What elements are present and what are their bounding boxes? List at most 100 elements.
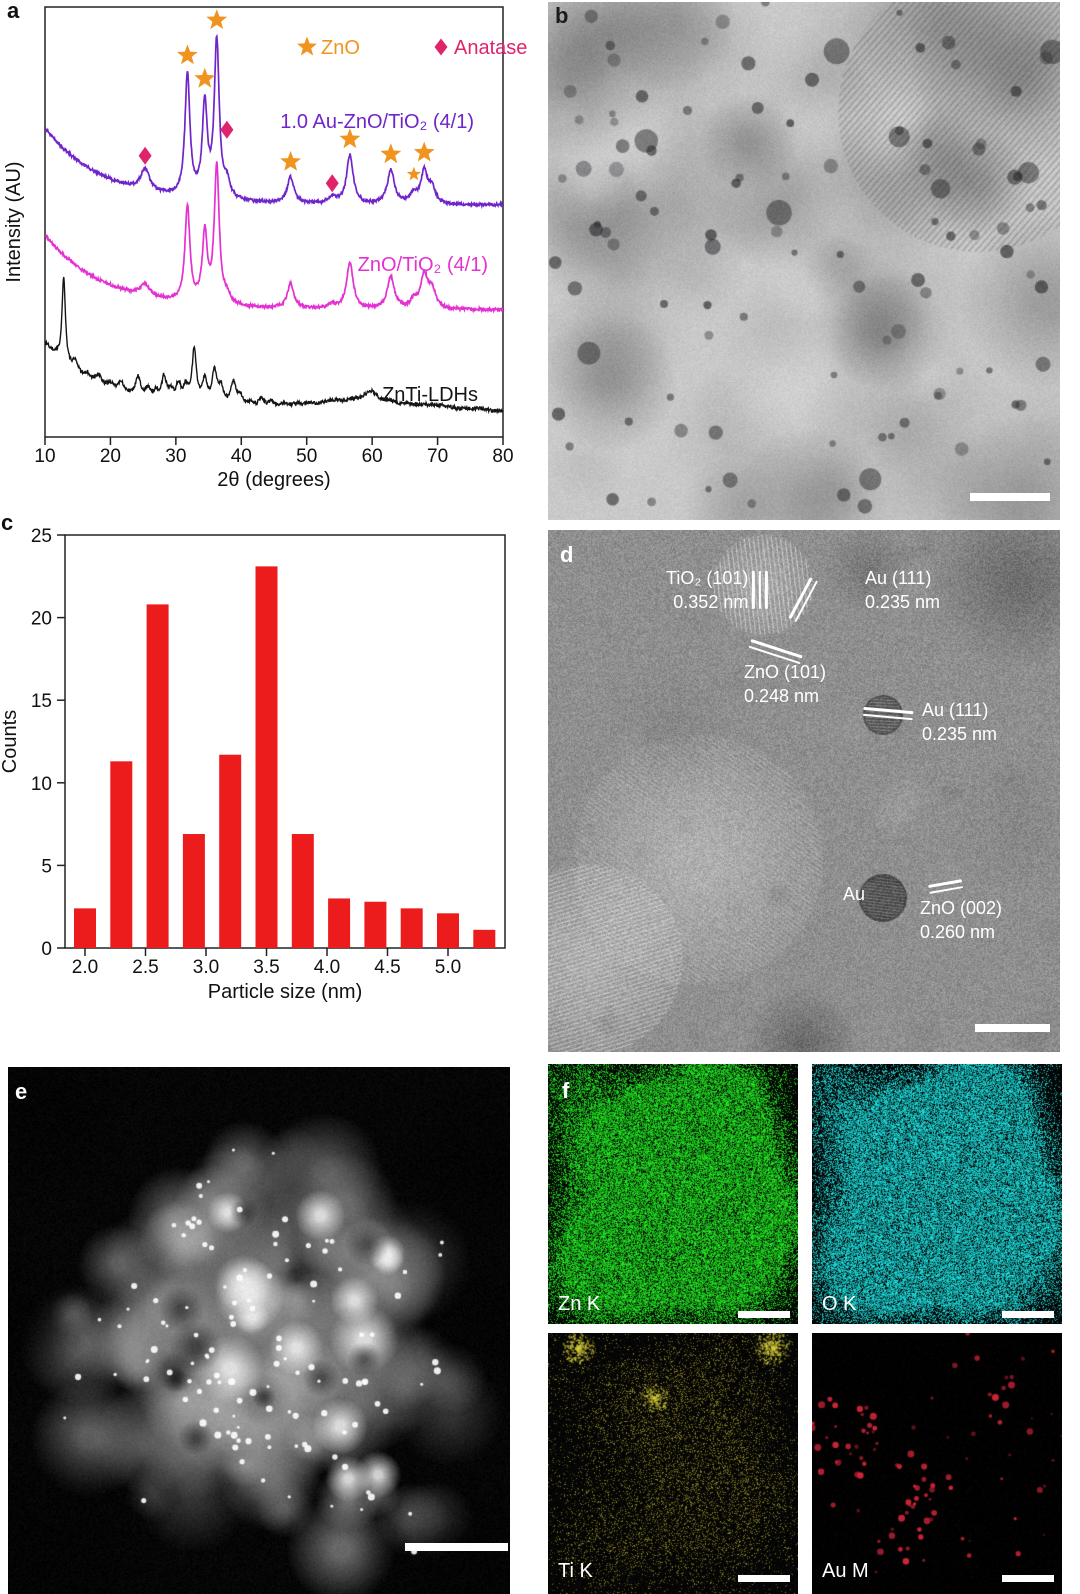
x-tick-label: 70 [427, 446, 448, 467]
lattice-marker-tio2 [748, 570, 768, 609]
zn-map-texture [548, 1064, 798, 1324]
scale-bar-zn [738, 1311, 790, 1318]
series-label-1: ZnO/TiO₂ (4/1) [358, 254, 488, 276]
y-tick-label: 15 [31, 691, 52, 712]
annotation-tio2-101: TiO₂ (101) 0.352 nm [666, 566, 748, 615]
annotation-au-111-top: Au (111) 0.235 nm [865, 566, 940, 615]
plot-frame [44, 6, 504, 438]
scale-bar-d [975, 1024, 1050, 1032]
histogram-bar [291, 834, 314, 948]
zno-star-marker [280, 150, 302, 171]
legend-label-anatase: Anatase [454, 37, 527, 59]
x-tick-label: 20 [100, 446, 121, 467]
x-tick-label: 50 [296, 446, 317, 467]
x-tick-label: 2.5 [132, 957, 158, 978]
panel-c-label: c [1, 510, 14, 535]
y-tick-label: 25 [31, 526, 52, 547]
o-map-texture [812, 1064, 1062, 1324]
legend-star-icon [297, 36, 317, 56]
zno-star-marker [413, 141, 435, 162]
eds-map-o: O K [812, 1064, 1062, 1324]
scale-bar-b [970, 493, 1050, 501]
plot-frame [64, 534, 506, 949]
series-label-2: ZnTi-LDHs [382, 384, 478, 406]
histogram-bar [219, 754, 242, 948]
y-tick-label: 5 [41, 856, 52, 877]
annotation-plane: ZnO (101) [744, 662, 827, 682]
anatase-diamond-marker [325, 174, 339, 193]
panel-d-label: d [560, 542, 574, 567]
histogram-bar [364, 901, 387, 948]
histogram-bar [328, 898, 351, 948]
x-tick-label: 60 [362, 446, 383, 467]
annotation-spacing: 0.235 nm [865, 592, 941, 613]
annotation-spacing: 0.260 nm [920, 922, 996, 943]
scale-bar-o [1002, 1311, 1054, 1318]
zno-star-marker [206, 9, 228, 30]
au-map-texture [812, 1333, 1062, 1594]
scale-bar-e [405, 1543, 508, 1551]
annotation-au-111-right: Au (111) 0.235 nm [922, 698, 997, 747]
histogram-bar [74, 908, 96, 948]
ti-map-texture [548, 1333, 798, 1594]
x-tick-label: 80 [492, 446, 513, 467]
annotation-zno-002: ZnO (002) 0.260 nm [920, 896, 1002, 945]
scale-bar-au [1002, 1575, 1054, 1582]
histogram-bar [437, 913, 459, 948]
legend-label-zno: ZnO [321, 37, 360, 59]
y-axis-title: Intensity (AU) [3, 161, 25, 282]
hrtem-texture [548, 530, 1060, 1052]
x-axis-title: Particle size (nm) [208, 981, 362, 1003]
xrd-trace-2 [45, 276, 503, 415]
eds-map-ti: Ti K [548, 1333, 798, 1594]
particle-size-histogram: 0 5 10 15 20 25 2.0 2.5 3.0 3.5 4.0 4.5 5.0 Particle … [0, 526, 506, 1003]
x-tick-label: 10 [34, 446, 55, 467]
annotation-plane: Au [843, 884, 866, 904]
y-tick-label: 10 [31, 774, 52, 795]
series-label-0: 1.0 Au-ZnO/TiO₂ (4/1) [280, 111, 474, 133]
histogram-bar [473, 929, 496, 948]
panel-b-tem-image: b [548, 2, 1060, 520]
xrd-trace-1 [45, 161, 503, 314]
x-tick-label: 3.5 [253, 957, 279, 978]
legend-diamond-icon [434, 38, 448, 56]
panel-f-eds-maps: f Zn K O K Ti K Au M [548, 1064, 1062, 1594]
histogram-bar [110, 761, 133, 948]
panel-a-label: a [7, 0, 20, 23]
zno-star-marker [339, 128, 361, 149]
annotation-spacing: 0.248 nm [744, 686, 820, 707]
panel-d-hrtem-image: d TiO₂ (101) 0.352 nm Au (111) 0.235 nm … [548, 530, 1060, 1052]
scale-bar-ti [738, 1575, 790, 1582]
histogram-bar [400, 908, 423, 948]
map-label-au-m: Au M [822, 1560, 869, 1582]
eds-map-au: Au M [812, 1333, 1062, 1594]
annotation-plane: ZnO (002) [920, 898, 1003, 918]
zno-star-marker [406, 166, 421, 181]
y-tick-label: 20 [31, 609, 52, 630]
x-axis-title: 2θ (degrees) [217, 469, 330, 491]
anatase-diamond-marker [138, 146, 152, 165]
zno-star-marker [194, 67, 216, 88]
map-label-ti-k: Ti K [558, 1560, 593, 1582]
annotation-spacing: 0.352 nm [673, 592, 749, 613]
x-tick-label: 4.0 [314, 957, 340, 978]
histogram-bar [255, 566, 278, 948]
annotation-zno-101: ZnO (101) 0.248 nm [744, 660, 826, 709]
x-tick-label: 5.0 [435, 957, 461, 978]
annotation-plane: TiO₂ (101) [666, 568, 749, 588]
panel-e-label: e [15, 1079, 28, 1104]
eds-map-zn: f Zn K [548, 1064, 798, 1324]
annotation-plane: Au (111) [865, 568, 932, 588]
histogram-bar [146, 604, 169, 948]
panel-f-label: f [562, 1078, 570, 1103]
tem-texture [548, 2, 1060, 520]
x-tick-label: 3.0 [193, 957, 219, 978]
panel-b-label: b [555, 3, 569, 28]
map-label-o-k: O K [822, 1293, 857, 1315]
x-tick-label: 40 [231, 446, 252, 467]
map-label-zn-k: Zn K [558, 1293, 601, 1315]
annotation-plane: Au (111) [922, 700, 989, 720]
y-axis-title: Counts [0, 710, 21, 773]
panel-e-haadf-image: e [8, 1067, 510, 1594]
